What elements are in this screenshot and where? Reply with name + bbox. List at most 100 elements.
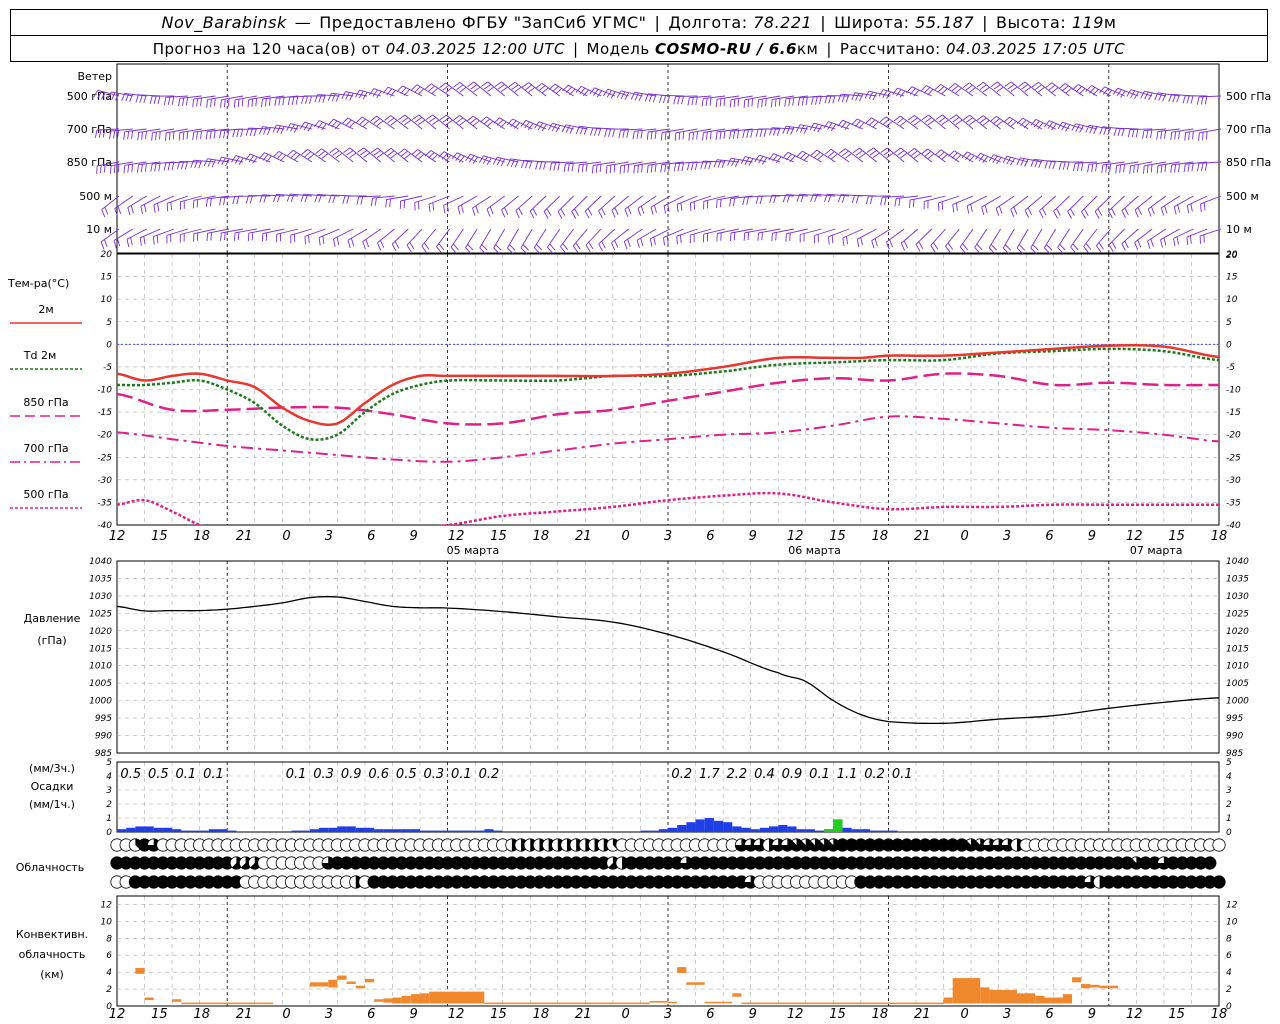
cloud-cover-full [900, 838, 913, 852]
cloud-cover-full [579, 875, 592, 889]
pres-ytick: 1030 [89, 592, 112, 602]
cloud-cover-full [588, 856, 601, 870]
wind-barb [557, 195, 574, 219]
wind-level-label-right: 10 м [1226, 223, 1252, 236]
conv-cloud-bar [172, 999, 182, 1002]
cloud-cover-full [147, 856, 160, 870]
conv-cloud-bar [1062, 994, 1073, 1004]
cloud-cover-full [579, 856, 592, 870]
cloud-cover-full [680, 875, 693, 889]
conv-cloud-bar [1072, 977, 1082, 983]
pressure-unit: (гПа) [37, 634, 66, 647]
wind-barb [272, 124, 299, 134]
temp-ytick: -35 [97, 498, 112, 508]
wind-barb [479, 155, 505, 166]
time-tick-label-bottom: 15 [829, 1007, 846, 1022]
precip-total-3h: 0.5 [120, 767, 141, 782]
temp-ytick: -40 [97, 521, 112, 531]
time-tick-label: 12 [109, 529, 126, 544]
time-tick-label: 3 [325, 529, 333, 544]
wind-barb [1039, 195, 1057, 219]
cloud-cover-full [670, 856, 684, 870]
temp-legend-label: Td 2м [23, 349, 57, 362]
cloud-cover-full [147, 875, 160, 889]
wind-barb [729, 128, 753, 140]
wind-barb [220, 95, 244, 108]
precip-bar [686, 822, 696, 832]
wind-barb [795, 124, 822, 134]
wind-barb [646, 161, 671, 174]
wind-barb [370, 115, 395, 130]
wind-barb [1126, 89, 1153, 100]
conv-ytick: 8 [106, 934, 112, 944]
conv-ytick: 0 [106, 1002, 112, 1012]
precip-bar [677, 825, 687, 832]
conv-ytick: 12 [101, 900, 113, 910]
time-tick-label: 21 [236, 529, 253, 544]
cloud-cover-full [193, 875, 206, 889]
wind-barb [630, 91, 657, 102]
wind-barb [1067, 195, 1084, 219]
cloud-cover-full [1010, 875, 1024, 889]
wind-barb [529, 195, 547, 219]
wind-barb [535, 161, 560, 170]
wind-barb [139, 228, 161, 246]
wind-barb [178, 95, 202, 107]
cloud-cover-full [386, 856, 399, 870]
cloud-cover-partial [983, 838, 996, 852]
cloud-cover-full [560, 856, 574, 870]
pressure-title: Давление [24, 612, 81, 625]
wind-level-label-right: 850 гПа [1226, 156, 1271, 169]
wind-level-label-right: 500 м [1226, 190, 1259, 203]
cloud-cover-full [1075, 875, 1088, 889]
cloud-cover-partial [790, 838, 803, 852]
wind-barb [598, 195, 616, 219]
conv-cloud-bar [732, 993, 742, 997]
wind-barb [1072, 161, 1098, 172]
cloud-cover-full [129, 875, 142, 889]
cloud-cover-full [505, 875, 519, 889]
date-label: 06 марта [788, 544, 841, 557]
cloud-cover-full [1019, 875, 1033, 889]
conv-cloud-bar [989, 989, 1017, 1004]
wind-barb [782, 125, 808, 135]
wind-barb [1113, 127, 1139, 137]
wind-barb [290, 228, 312, 244]
wind-barb [740, 156, 767, 166]
wind-barb [937, 195, 960, 211]
wind-barb [920, 85, 946, 97]
wind-barb [412, 114, 437, 130]
wind-barb [729, 195, 753, 207]
date-label: 05 марта [447, 544, 500, 557]
wind-barb [206, 228, 230, 242]
cloud-cover-full [652, 875, 666, 889]
wind-barb [770, 95, 795, 108]
wind-barb [314, 194, 340, 203]
wind-barb [1083, 228, 1098, 254]
precip-total-3h: 2.2 [727, 767, 748, 782]
cloud-cover-full [625, 875, 638, 889]
wind-barb [301, 95, 326, 104]
wind-barb [893, 115, 919, 130]
time-tick-label-bottom: 3 [1003, 1007, 1011, 1022]
wind-barb [123, 161, 147, 174]
cloud-cover-full [1194, 856, 1207, 870]
cloud-cover-full [1166, 875, 1180, 889]
panel-frame-conv [116, 895, 1220, 1007]
wind-barb [1003, 116, 1029, 130]
wind-barb [663, 228, 684, 246]
cloud-cover-full [643, 856, 656, 870]
cloud-cover-full [1185, 875, 1198, 889]
wind-barb [178, 128, 202, 141]
cloud-cover-full [551, 875, 564, 889]
precip-bar-green [824, 829, 834, 832]
wind-barb [769, 127, 795, 136]
alt-label: Высота: [996, 13, 1067, 32]
wind-barb [233, 228, 257, 241]
wind-barb [220, 228, 244, 241]
wind-barb [163, 95, 188, 106]
cloud-cover-full [367, 875, 381, 889]
wind-barb [632, 128, 657, 140]
precip-bar [787, 826, 797, 832]
